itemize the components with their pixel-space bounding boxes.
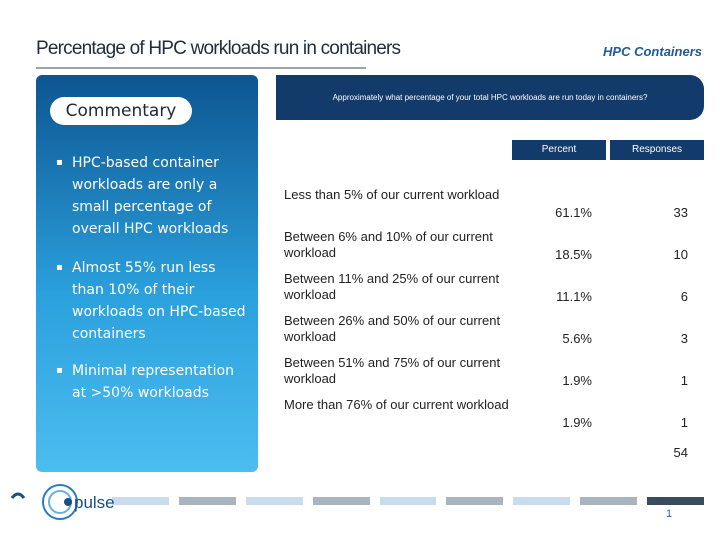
column-header: Percent xyxy=(512,140,606,160)
row-label: Between 6% and 10% of our current worklo… xyxy=(284,229,493,260)
footer-segment xyxy=(513,497,571,505)
slide-title: Percentage of HPC workloads run in conta… xyxy=(36,38,401,59)
row-label: Less than 5% of our current workload xyxy=(284,187,500,202)
logo: pulse xyxy=(10,484,115,520)
footer-segment xyxy=(446,497,504,505)
bullet-marker: ▪ xyxy=(56,157,63,168)
footer-segment xyxy=(178,497,236,505)
footer-segment xyxy=(112,497,169,505)
row-label: More than 76% of our current workload xyxy=(284,397,509,412)
bullet-text: Almost 55% run less than 10% of their wo… xyxy=(72,260,246,342)
bullet: ▪ Almost 55% run less than 10% of their w… xyxy=(56,257,246,345)
responses-cell: 3 xyxy=(680,331,688,346)
column-header: Responses xyxy=(610,140,704,160)
row-label: Between 26% and 50% of our current workl… xyxy=(284,313,501,344)
bullet: ▪ Minimal representation at >50% workload… xyxy=(56,360,246,404)
footer-segment xyxy=(379,497,437,505)
page-number: 1 xyxy=(666,508,673,520)
commentary-panel xyxy=(36,75,258,472)
footer-bar xyxy=(112,497,705,505)
bullet-marker: ▪ xyxy=(56,365,63,376)
title-rule xyxy=(36,67,366,69)
responses-cell: 33 xyxy=(673,205,688,220)
bullet-marker: ▪ xyxy=(56,262,63,273)
section-tag: HPC Containers xyxy=(603,44,702,59)
percent-cell: 1.9% xyxy=(562,373,592,388)
responses-total: 54 xyxy=(673,445,688,460)
responses-cell: 6 xyxy=(680,289,688,304)
bullet-text: Minimal representation at >50% workloads xyxy=(72,363,234,401)
percent-cell: 5.6% xyxy=(562,331,592,346)
responses-cell: 1 xyxy=(680,415,688,430)
responses-cell: 10 xyxy=(673,247,688,262)
percent-cell: 61.1% xyxy=(555,205,592,220)
row-label: Between 51% and 75% of our current workl… xyxy=(284,355,501,386)
logo-text: pulse xyxy=(74,493,115,512)
bullet: ▪ HPC-based container workloads are only … xyxy=(56,152,246,240)
responses-cell: 1 xyxy=(680,373,688,388)
commentary-heading: Commentary xyxy=(50,97,192,125)
logo-dot xyxy=(64,498,72,506)
footer-segment xyxy=(580,497,638,505)
bullet-text: HPC-based container workloads are only a… xyxy=(72,155,229,237)
logo-ring xyxy=(42,484,78,520)
percent-cell: 18.5% xyxy=(555,247,592,262)
logo-mark xyxy=(10,492,26,499)
footer-segment xyxy=(245,497,303,505)
percent-cell: 1.9% xyxy=(562,415,592,430)
percent-cell: 11.1% xyxy=(556,289,592,304)
footer-segment xyxy=(647,497,705,505)
question-banner: Approximately what percentage of your to… xyxy=(276,75,704,120)
row-label: Between 11% and 25% of our current workl… xyxy=(284,271,500,302)
footer-segment xyxy=(312,497,370,505)
